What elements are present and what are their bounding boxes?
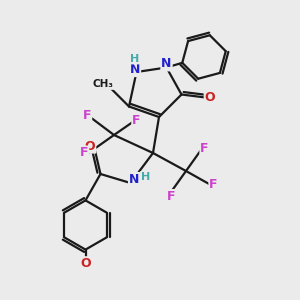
Text: CH₃: CH₃: [93, 79, 114, 89]
Text: F: F: [80, 146, 88, 160]
Text: N: N: [129, 173, 139, 186]
Text: F: F: [132, 113, 141, 127]
Text: N: N: [130, 63, 140, 76]
Text: N: N: [161, 57, 172, 70]
Text: H: H: [141, 172, 150, 182]
Text: O: O: [80, 257, 91, 270]
Text: F: F: [167, 190, 175, 203]
Text: F: F: [209, 178, 218, 191]
Text: H: H: [130, 53, 140, 64]
Text: O: O: [85, 140, 95, 153]
Text: F: F: [83, 109, 91, 122]
Text: O: O: [205, 91, 215, 104]
Text: F: F: [200, 142, 209, 155]
